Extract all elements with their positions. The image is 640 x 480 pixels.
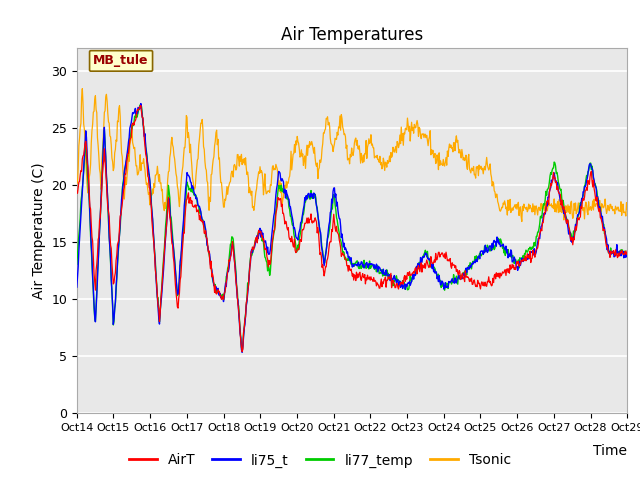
Text: Time: Time — [593, 444, 627, 458]
Text: MB_tule: MB_tule — [93, 54, 149, 67]
Y-axis label: Air Temperature (C): Air Temperature (C) — [31, 162, 45, 299]
Legend: AirT, li75_t, li77_temp, Tsonic: AirT, li75_t, li77_temp, Tsonic — [124, 448, 516, 473]
Title: Air Temperatures: Air Temperatures — [281, 25, 423, 44]
